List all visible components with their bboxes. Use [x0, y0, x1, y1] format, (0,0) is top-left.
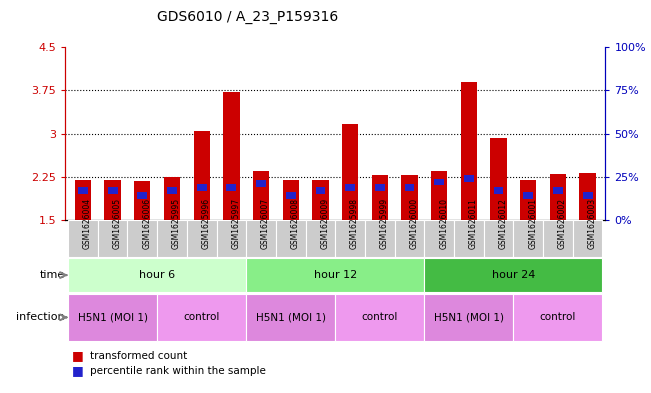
Bar — [68, 220, 98, 257]
Bar — [276, 220, 305, 257]
Text: GSM1626009: GSM1626009 — [320, 198, 329, 249]
Text: GSM1625995: GSM1625995 — [172, 198, 181, 249]
Bar — [431, 171, 447, 220]
Bar — [490, 138, 506, 220]
Bar — [227, 184, 236, 191]
Text: GSM1626001: GSM1626001 — [528, 198, 537, 248]
Bar — [523, 193, 533, 199]
Text: GSM1625997: GSM1625997 — [231, 198, 240, 249]
Text: GSM1626006: GSM1626006 — [143, 198, 151, 249]
Bar — [543, 220, 573, 257]
Bar — [164, 177, 180, 220]
Text: GSM1626012: GSM1626012 — [499, 198, 508, 248]
Text: control: control — [540, 312, 576, 322]
Bar — [579, 173, 596, 220]
Bar — [78, 187, 88, 194]
Bar — [514, 294, 602, 341]
Bar — [434, 178, 444, 185]
Text: GSM1626004: GSM1626004 — [83, 198, 92, 249]
Text: GSM1626003: GSM1626003 — [588, 198, 596, 249]
Bar — [404, 184, 415, 191]
Text: hour 6: hour 6 — [139, 270, 175, 280]
Text: GSM1625996: GSM1625996 — [202, 198, 211, 249]
Text: H5N1 (MOI 1): H5N1 (MOI 1) — [434, 312, 504, 322]
Bar — [484, 220, 514, 257]
Bar — [424, 258, 602, 292]
Bar — [104, 180, 121, 220]
Bar — [187, 220, 217, 257]
Text: ■: ■ — [72, 364, 83, 377]
Bar — [283, 180, 299, 220]
Bar — [464, 175, 474, 182]
Bar — [424, 294, 514, 341]
Text: GSM1626005: GSM1626005 — [113, 198, 122, 249]
Bar — [246, 294, 335, 341]
Bar — [514, 220, 543, 257]
Text: percentile rank within the sample: percentile rank within the sample — [90, 365, 266, 376]
Text: GSM1626010: GSM1626010 — [439, 198, 448, 248]
Bar — [68, 294, 157, 341]
Text: GSM1625998: GSM1625998 — [350, 198, 359, 248]
Bar — [372, 175, 388, 220]
Bar — [107, 187, 117, 194]
Text: GSM1626007: GSM1626007 — [261, 198, 270, 249]
Text: time: time — [40, 270, 65, 280]
Bar — [157, 294, 246, 341]
Bar — [424, 220, 454, 257]
Bar — [98, 220, 128, 257]
Bar — [461, 82, 477, 220]
Text: control: control — [361, 312, 398, 322]
Bar — [316, 187, 326, 194]
Text: hour 24: hour 24 — [492, 270, 535, 280]
Bar — [583, 193, 592, 199]
Text: GSM1625999: GSM1625999 — [380, 198, 389, 249]
Bar — [454, 220, 484, 257]
Bar — [197, 184, 206, 191]
Bar — [549, 174, 566, 220]
Text: GSM1626000: GSM1626000 — [409, 198, 419, 249]
Bar — [395, 220, 424, 257]
Bar — [520, 180, 536, 220]
Text: GSM1626008: GSM1626008 — [291, 198, 299, 248]
Text: H5N1 (MOI 1): H5N1 (MOI 1) — [256, 312, 326, 322]
Text: transformed count: transformed count — [90, 351, 187, 361]
Bar — [193, 131, 210, 220]
Bar — [167, 187, 177, 194]
Bar — [573, 220, 602, 257]
Bar — [286, 193, 296, 199]
Bar — [223, 92, 240, 220]
Text: GDS6010 / A_23_P159316: GDS6010 / A_23_P159316 — [157, 9, 338, 24]
Bar — [335, 294, 424, 341]
Bar — [345, 184, 355, 191]
Text: GSM1626002: GSM1626002 — [558, 198, 567, 248]
Text: GSM1626011: GSM1626011 — [469, 198, 478, 248]
Bar — [68, 258, 246, 292]
Bar — [365, 220, 395, 257]
Text: ■: ■ — [72, 349, 83, 362]
Text: H5N1 (MOI 1): H5N1 (MOI 1) — [77, 312, 148, 322]
Bar — [246, 258, 424, 292]
Bar — [128, 220, 157, 257]
Bar — [137, 193, 147, 199]
Text: hour 12: hour 12 — [314, 270, 357, 280]
Bar — [342, 125, 358, 220]
Text: control: control — [184, 312, 220, 322]
Bar — [553, 187, 563, 194]
Bar — [134, 181, 150, 220]
Bar — [375, 184, 385, 191]
Bar — [157, 220, 187, 257]
Bar — [401, 174, 418, 220]
Bar — [217, 220, 246, 257]
Bar — [256, 180, 266, 187]
Bar — [253, 171, 270, 220]
Bar — [305, 220, 335, 257]
Bar — [493, 187, 503, 194]
Text: infection: infection — [16, 312, 65, 322]
Bar — [312, 180, 329, 220]
Bar — [335, 220, 365, 257]
Bar — [75, 180, 91, 220]
Bar — [246, 220, 276, 257]
